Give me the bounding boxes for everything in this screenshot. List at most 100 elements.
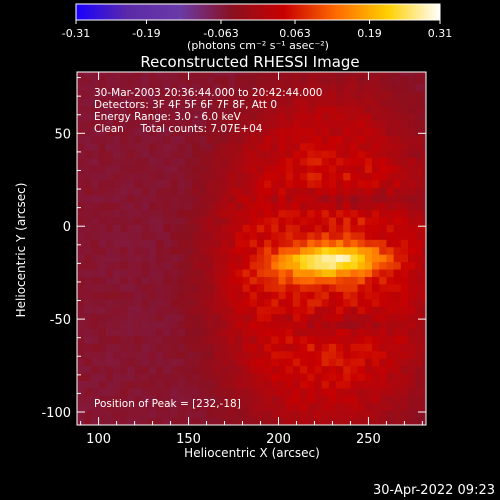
colorbar-tick-label: -0.063 [203, 27, 238, 40]
heatmap-cell [184, 402, 193, 411]
heatmap-cell [328, 112, 337, 121]
heatmap-cell [84, 276, 92, 285]
heatmap-cell [364, 268, 373, 277]
heatmap-cell [415, 313, 424, 322]
heatmap-cell [321, 216, 330, 225]
heatmap-cell [105, 358, 114, 367]
heatmap-cell [177, 72, 186, 77]
heatmap-cell [408, 75, 416, 84]
heatmap-cell [134, 112, 143, 121]
heatmap-cell [98, 83, 107, 92]
heatmap-cell [127, 268, 136, 277]
heatmap-cell [422, 387, 426, 396]
heatmap-cell [163, 387, 172, 396]
heatmap-cell [235, 283, 244, 292]
heatmap-cell [285, 402, 294, 411]
heatmap-cell [285, 72, 294, 77]
heatmap-cell [156, 246, 164, 255]
heatmap-cell [156, 209, 164, 218]
heatmap-cell [112, 372, 121, 382]
heatmap-cell [422, 150, 426, 159]
heatmap-cell [98, 216, 107, 225]
heatmap-cell [199, 75, 208, 84]
heatmap-cell [372, 216, 380, 225]
heatmap-cell [372, 417, 380, 425]
heatmap-cell [156, 417, 164, 425]
heatmap-cell [105, 306, 114, 315]
heatmap-cell [350, 417, 359, 425]
heatmap-cell [372, 72, 380, 77]
heatmap-cell [213, 90, 222, 99]
heatmap-cell [120, 224, 128, 233]
heatmap-cell [379, 402, 388, 411]
heatmap-cell [379, 187, 388, 196]
heatmap-cell [156, 72, 164, 77]
heatmap-cell [372, 268, 380, 277]
heatmap-cell [228, 291, 236, 300]
heatmap-cell [314, 224, 323, 233]
heatmap-cell [285, 350, 294, 359]
heatmap-cell [408, 150, 416, 159]
heatmap-cell [84, 224, 92, 233]
heatmap-cell [307, 72, 316, 77]
heatmap-cell [400, 72, 409, 77]
heatmap-cell [141, 276, 150, 285]
heatmap-cell [141, 395, 150, 404]
heatmap-cell [271, 268, 280, 277]
heatmap-cell [321, 164, 330, 173]
heatmap-cell [379, 194, 388, 203]
heatmap-cell [350, 164, 359, 173]
heatmap-cell [163, 313, 172, 322]
heatmap-cell [328, 194, 337, 203]
heatmap-cell [386, 216, 395, 225]
heatmap-cell [235, 239, 244, 248]
heatmap-cell [77, 246, 85, 255]
heatmap-cell [228, 417, 236, 425]
heatmap-cell [127, 231, 136, 240]
heatmap-cell [206, 209, 215, 218]
heatmap-cell [148, 387, 157, 396]
heatmap-cell [408, 268, 416, 277]
heatmap-cell [77, 239, 85, 248]
heatmap-cell [408, 83, 416, 92]
heatmap-cell [422, 98, 426, 107]
heatmap-cell [199, 261, 208, 270]
heatmap-cell [156, 120, 164, 129]
heatmap-cell [98, 239, 107, 248]
heatmap-cell [177, 387, 186, 396]
heatmap-cell [127, 291, 136, 300]
heatmap-cell [386, 395, 395, 404]
heatmap-cell [314, 216, 323, 225]
heatmap-cell [408, 112, 416, 121]
heatmap-cell [148, 224, 157, 233]
heatmap-cell [120, 127, 128, 136]
heatmap-cell [264, 157, 272, 166]
heatmap-cell [192, 120, 200, 129]
heatmap-cell [105, 150, 114, 159]
heatmap-cell [177, 306, 186, 315]
heatmap-cell [336, 306, 344, 315]
heatmap-cell [278, 150, 287, 159]
heatmap-cell [235, 105, 244, 114]
heatmap-cell [170, 246, 179, 255]
heatmap-cell [408, 276, 416, 285]
heatmap-cell [242, 320, 251, 329]
heatmap-cell [120, 164, 128, 173]
heatmap-cell [422, 142, 426, 151]
heatmap-cell [170, 291, 179, 300]
heatmap-cell [141, 83, 150, 92]
heatmap-cell [170, 105, 179, 114]
heatmap-cell [199, 268, 208, 277]
heatmap-cell [264, 172, 272, 181]
heatmap-cell [357, 83, 366, 92]
heatmap-cell [386, 291, 395, 300]
heatmap-cell [235, 313, 244, 322]
heatmap-cell [127, 216, 136, 225]
heatmap-cell [264, 254, 272, 263]
heatmap-cell [372, 194, 380, 203]
heatmap-cell [199, 83, 208, 92]
heatmap-cell [192, 112, 200, 121]
heatmap-cell [141, 246, 150, 255]
heatmap-cell [328, 209, 337, 218]
heatmap-cell [134, 276, 143, 285]
